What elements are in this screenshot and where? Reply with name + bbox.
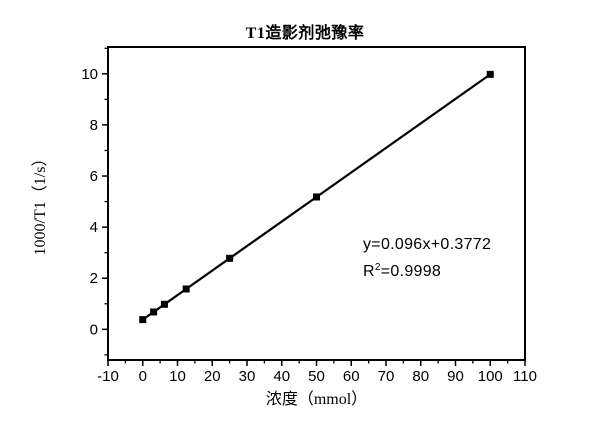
x-tick-label: 80 (412, 368, 429, 385)
data-point-marker (226, 254, 234, 262)
x-tick-label: 50 (308, 368, 325, 385)
y-tick-label: 4 (90, 219, 98, 236)
fit-annotation: y=0.096x+0.3772 R2=0.9998 (363, 233, 491, 283)
fit-r-squared: R2=0.9998 (363, 262, 442, 280)
x-tick-label: 10 (169, 368, 186, 385)
x-tick-label: 40 (273, 368, 290, 385)
y-tick-label: 8 (90, 117, 98, 134)
x-tick-label: 30 (239, 368, 256, 385)
y-tick-label: 0 (90, 321, 98, 338)
chart-title: T1造影剂弛豫率 (245, 25, 365, 42)
x-tick-label: -10 (97, 368, 119, 385)
x-tick-label: 110 (513, 368, 537, 385)
y-tick-label: 10 (81, 66, 98, 83)
y-tick-label: 6 (90, 168, 98, 185)
data-point-marker (139, 316, 147, 324)
data-point-marker (160, 300, 168, 308)
data-point-marker (313, 193, 320, 201)
x-tick-label: 60 (343, 368, 360, 385)
data-point-marker (182, 285, 190, 293)
x-tick-label: 70 (378, 368, 395, 385)
x-tick-label: 90 (447, 368, 464, 385)
x-tick-label: 0 (139, 368, 147, 385)
x-tick-label: 100 (478, 368, 503, 385)
x-tick-label: 20 (204, 368, 221, 385)
x-axis-label: 浓度（mmol） (265, 391, 368, 408)
fit-equation: y=0.096x+0.3772 (363, 236, 492, 253)
data-point-marker (486, 70, 494, 78)
data-point-marker (150, 308, 158, 316)
y-axis-label: 1000/T1（1/s） (32, 150, 49, 256)
y-tick-label: 2 (90, 270, 98, 287)
